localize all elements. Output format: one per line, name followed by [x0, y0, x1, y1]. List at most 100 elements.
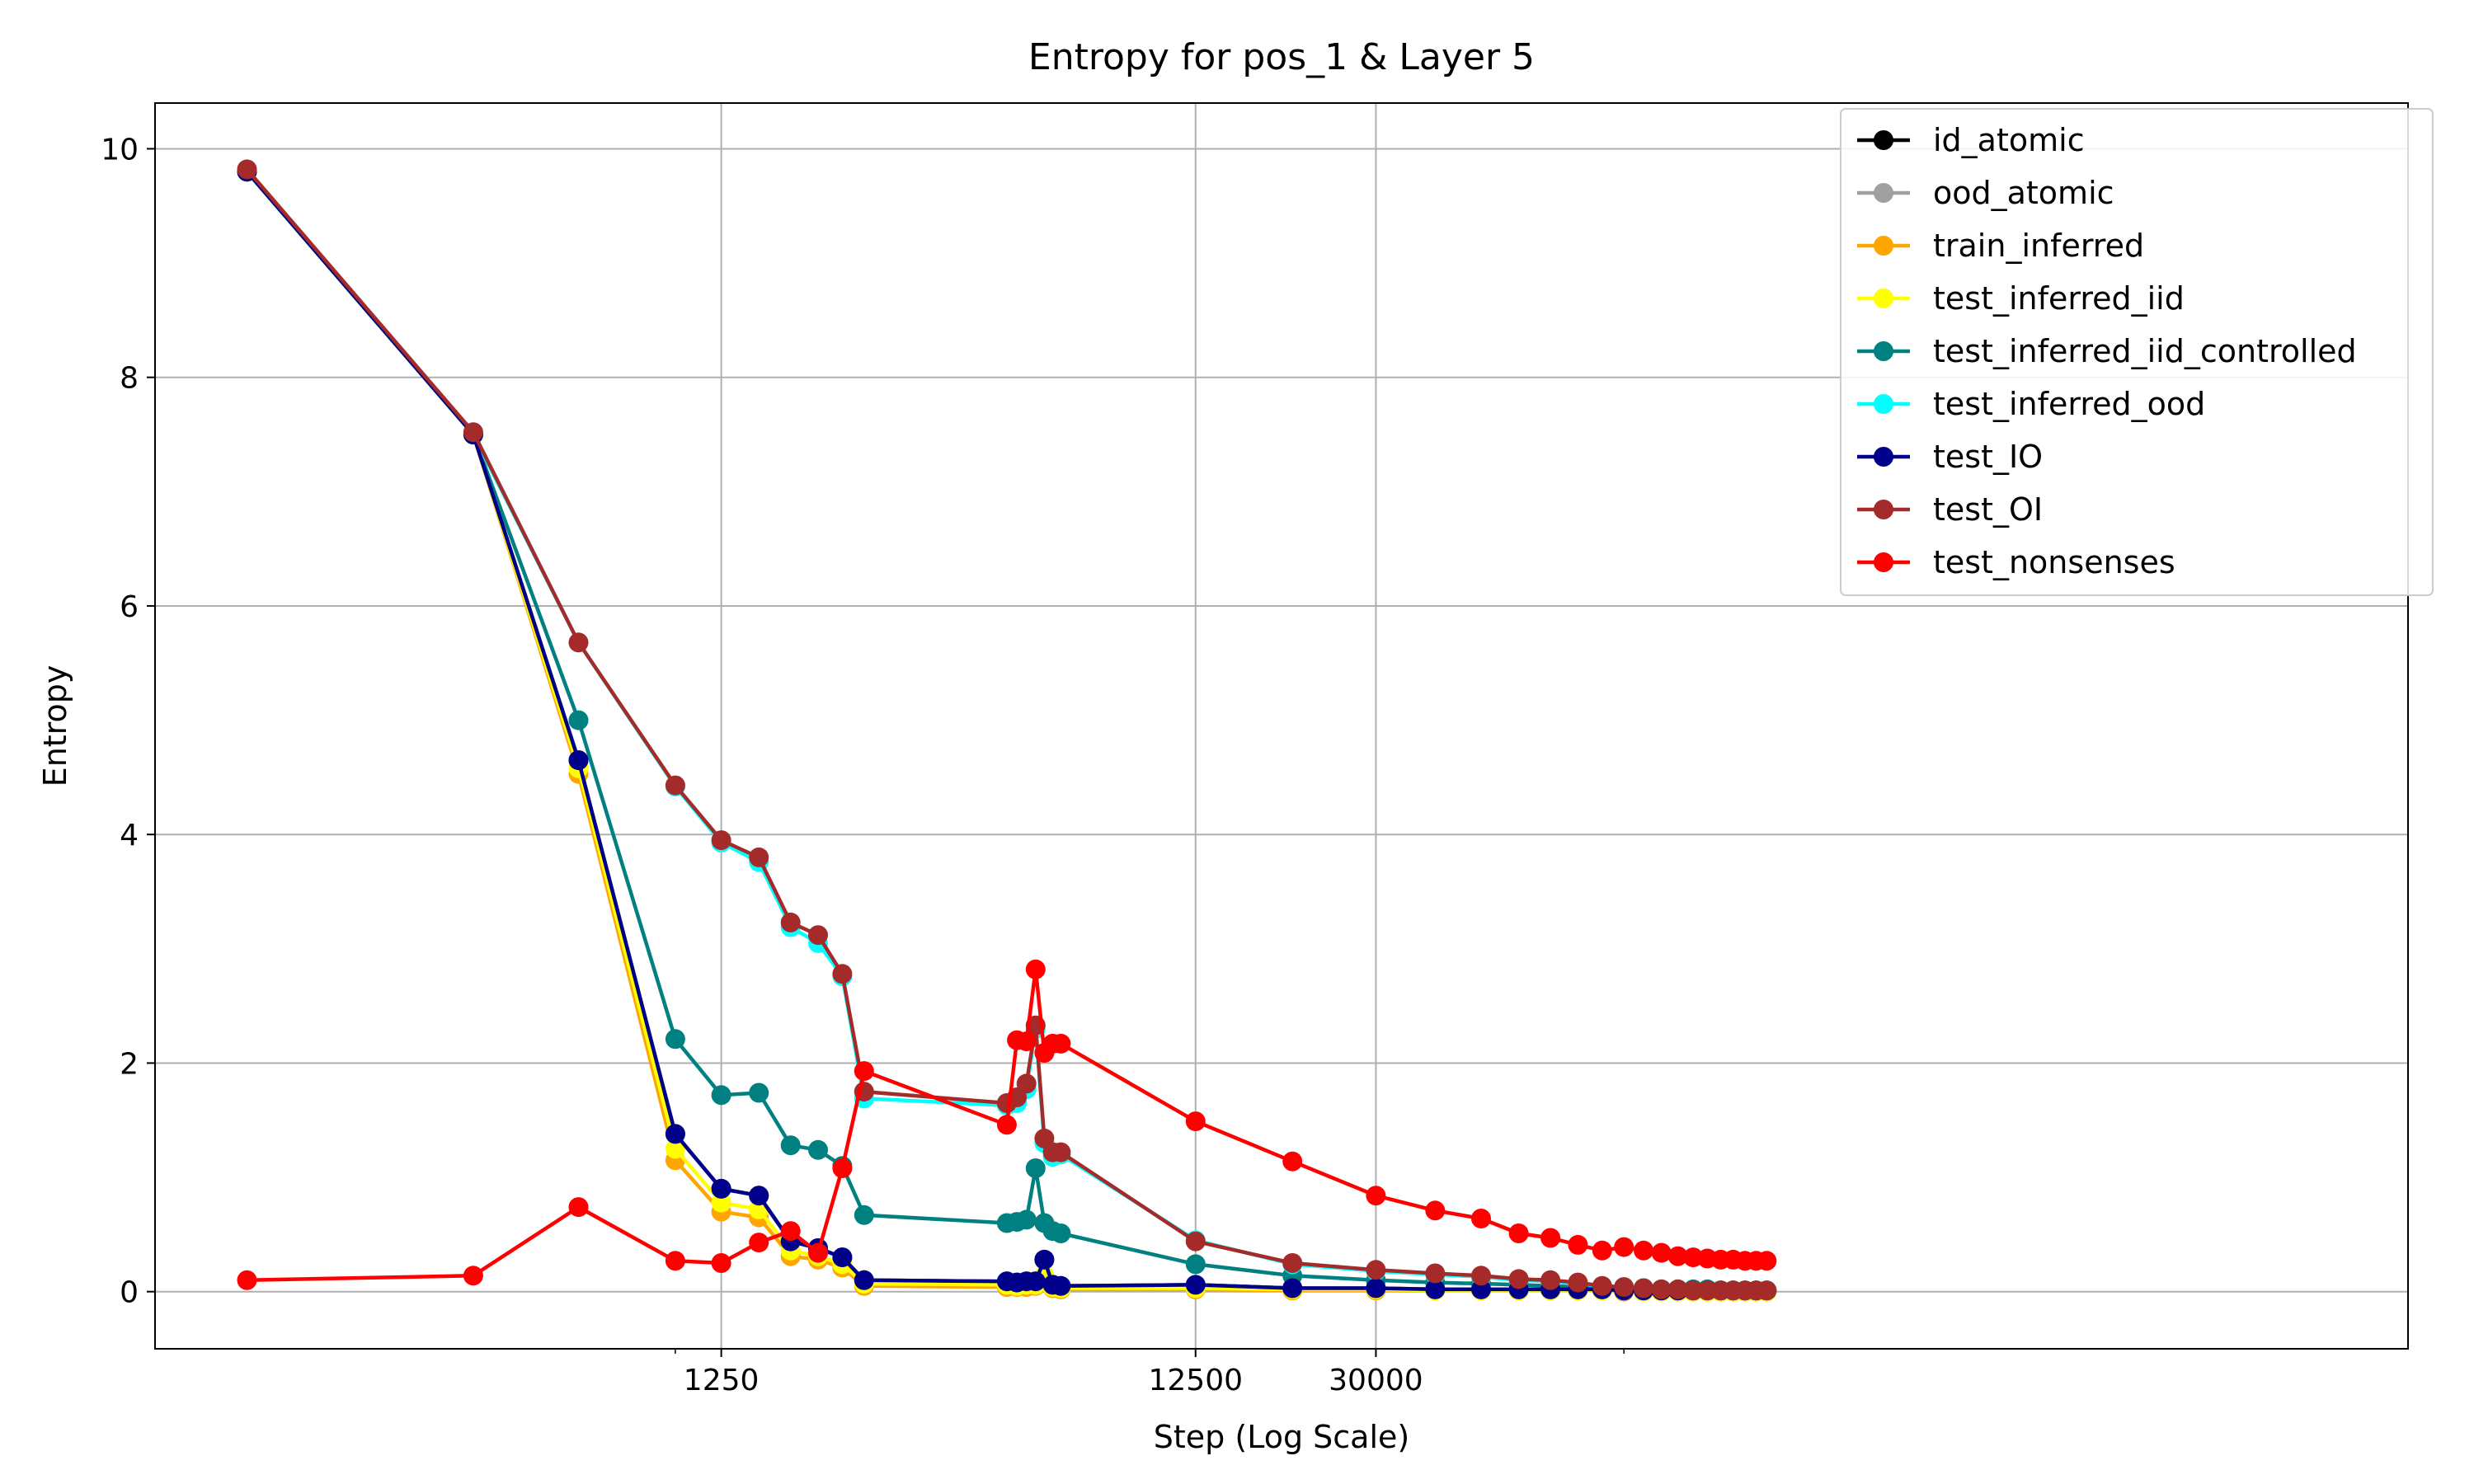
y-axis-label: Entropy: [37, 665, 73, 787]
data-point-test_nonsenses: [711, 1253, 731, 1273]
data-point-test_OI: [1016, 1073, 1037, 1094]
legend-swatch-marker: [1874, 341, 1893, 361]
series-test_OI: [237, 159, 1777, 1301]
data-point-test_nonsenses: [1016, 1031, 1037, 1052]
legend-label: test_OI: [1933, 491, 2043, 528]
plot-area-frame: [154, 102, 2409, 1350]
data-point-test_nonsenses: [780, 1221, 801, 1242]
data-point-test_OI: [1592, 1275, 1612, 1296]
y-tick-label: 2: [120, 1047, 139, 1081]
data-point-test_OI: [808, 925, 828, 946]
legend-item-test_OI: test_OI: [1857, 491, 2043, 528]
data-point-test_inferred_iid: [665, 1139, 685, 1159]
data-point-test_nonsenses: [1592, 1240, 1612, 1261]
y-tick-label: 10: [101, 133, 139, 167]
y-tick-label: 4: [120, 819, 139, 852]
legend-item-test_nonsenses: test_nonsenses: [1857, 544, 2175, 580]
data-point-test_inferred_iid_controlled: [1025, 1158, 1046, 1178]
data-point-test_nonsenses: [996, 1115, 1017, 1135]
y-tick-label: 6: [120, 590, 139, 624]
data-point-test_nonsenses: [1051, 1033, 1071, 1054]
chart-title: Entropy for pos_1 & Layer 5: [1028, 36, 1535, 78]
data-point-test_IO: [665, 1124, 685, 1144]
series-lines: [237, 159, 1777, 1302]
data-point-test_nonsenses: [1651, 1242, 1672, 1263]
legend-item-train_inferred: train_inferred: [1857, 228, 2144, 264]
data-point-test_nonsenses: [237, 1270, 257, 1290]
data-point-test_IO: [1366, 1278, 1386, 1298]
data-point-test_IO: [1471, 1279, 1491, 1299]
data-point-test_nonsenses: [463, 1266, 483, 1286]
data-point-test_OI: [749, 847, 769, 867]
legend-swatch-marker: [1874, 500, 1893, 519]
data-point-test_nonsenses: [832, 1158, 853, 1178]
data-point-test_OI: [1667, 1279, 1688, 1299]
data-point-test_nonsenses: [854, 1061, 874, 1082]
data-point-test_OI: [1425, 1263, 1446, 1284]
data-point-test_inferred_iid_controlled: [749, 1082, 769, 1103]
data-point-test_IO: [854, 1270, 874, 1290]
legend-swatch-marker: [1874, 394, 1893, 414]
data-point-test_OI: [1540, 1270, 1561, 1290]
data-point-test_OI: [1471, 1266, 1491, 1286]
y-tick-label: 0: [120, 1276, 139, 1310]
legend-item-test_inferred_iid: test_inferred_iid: [1857, 280, 2185, 317]
data-point-test_OI: [1568, 1272, 1588, 1293]
data-point-test_inferred_iid_controlled: [808, 1139, 828, 1160]
data-point-test_nonsenses: [1540, 1228, 1561, 1248]
data-point-test_IO: [1051, 1275, 1071, 1296]
data-point-test_nonsenses: [1667, 1246, 1688, 1266]
data-point-test_IO: [1034, 1249, 1055, 1270]
data-point-test_IO: [1282, 1278, 1303, 1298]
legend-item-test_inferred_ood: test_inferred_ood: [1857, 386, 2205, 422]
legend-label: test_inferred_iid_controlled: [1933, 333, 2357, 369]
legend-label: test_inferred_iid: [1933, 280, 2185, 317]
data-point-test_OI: [1366, 1260, 1386, 1280]
legend-swatch-marker: [1874, 552, 1893, 572]
data-point-test_OI: [1508, 1269, 1529, 1289]
data-point-test_nonsenses: [568, 1197, 589, 1218]
data-point-test_OI: [1051, 1142, 1071, 1162]
legend-item-ood_atomic: ood_atomic: [1857, 175, 2114, 211]
data-point-test_inferred_iid: [711, 1192, 731, 1213]
legend-swatch-marker: [1874, 447, 1893, 467]
data-point-test_inferred_iid_controlled: [854, 1205, 874, 1225]
data-point-test_IO: [1025, 1271, 1046, 1292]
data-point-test_nonsenses: [1614, 1237, 1634, 1257]
data-point-test_inferred_iid_controlled: [665, 1029, 685, 1050]
legend: id_atomic ood_atomic train_inferred test_in…: [1840, 108, 2434, 596]
legend-label: train_inferred: [1933, 228, 2144, 264]
data-point-test_nonsenses: [1757, 1251, 1777, 1271]
data-point-test_nonsenses: [1025, 959, 1046, 979]
series-test_nonsenses: [237, 959, 1777, 1290]
data-point-test_OI: [1651, 1279, 1672, 1299]
data-point-test_OI: [237, 159, 257, 180]
data-point-test_OI: [1282, 1253, 1303, 1273]
data-point-test_nonsenses: [1634, 1240, 1653, 1261]
data-point-test_nonsenses: [808, 1242, 828, 1263]
data-point-test_OI: [832, 964, 853, 984]
data-point-test_IO: [711, 1178, 731, 1199]
legend-label: id_atomic: [1933, 122, 2085, 158]
legend-label: test_IO: [1933, 439, 2043, 475]
data-point-test_inferred_iid_controlled: [780, 1135, 801, 1156]
data-point-test_OI: [665, 775, 685, 796]
data-point-test_nonsenses: [1282, 1151, 1303, 1172]
data-point-test_nonsenses: [1471, 1209, 1491, 1228]
x-tick-label: 1250: [684, 1364, 760, 1397]
data-point-test_OI: [711, 830, 731, 851]
data-point-test_OI: [463, 422, 483, 443]
x-axis-label: Step (Log Scale): [1154, 1419, 1409, 1455]
legend-label: test_nonsenses: [1933, 544, 2175, 580]
x-tick-label: 30000: [1329, 1364, 1423, 1397]
legend-item-id_atomic: id_atomic: [1857, 122, 2085, 158]
legend-item-test_IO: test_IO: [1857, 439, 2043, 475]
data-point-test_IO: [568, 750, 589, 771]
axis-ticks: 0 2 4 6 8 10 1250 12500 30000: [101, 133, 1625, 1397]
data-point-test_OI: [780, 912, 801, 932]
data-point-test_IO: [832, 1247, 853, 1268]
legend-box: [1840, 108, 2434, 596]
data-point-test_inferred_iid_controlled: [711, 1085, 731, 1106]
data-point-test_nonsenses: [1185, 1111, 1206, 1132]
